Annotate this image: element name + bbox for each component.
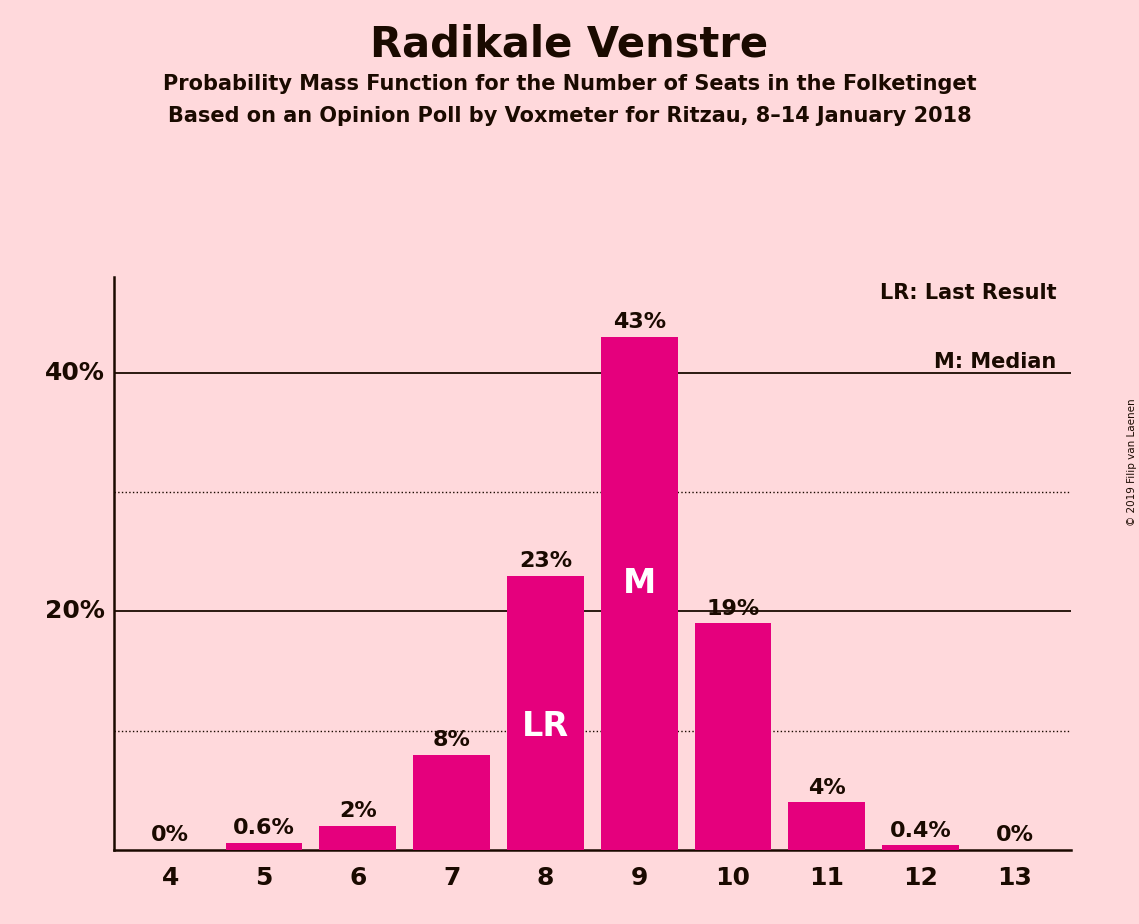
- Text: Radikale Venstre: Radikale Venstre: [370, 23, 769, 65]
- Text: 23%: 23%: [519, 551, 572, 571]
- Bar: [319, 826, 396, 850]
- Text: 43%: 43%: [613, 312, 665, 332]
- Bar: [413, 755, 490, 850]
- Text: 0.4%: 0.4%: [890, 821, 951, 841]
- Text: M: M: [623, 566, 656, 600]
- Text: LR: LR: [522, 710, 570, 743]
- Bar: [788, 802, 866, 850]
- Bar: [695, 624, 771, 850]
- Text: 0%: 0%: [151, 825, 189, 845]
- Text: 0.6%: 0.6%: [233, 818, 295, 838]
- Text: 8%: 8%: [433, 730, 470, 750]
- Text: M: Median: M: Median: [934, 352, 1056, 371]
- Bar: [882, 845, 959, 850]
- Text: © 2019 Filip van Laenen: © 2019 Filip van Laenen: [1126, 398, 1137, 526]
- Bar: [600, 337, 678, 850]
- Text: Based on an Opinion Poll by Voxmeter for Ritzau, 8–14 January 2018: Based on an Opinion Poll by Voxmeter for…: [167, 106, 972, 127]
- Text: 4%: 4%: [808, 778, 845, 797]
- Text: 19%: 19%: [706, 599, 760, 618]
- Text: 2%: 2%: [339, 801, 377, 821]
- Text: 0%: 0%: [995, 825, 1033, 845]
- Text: 20%: 20%: [44, 600, 105, 624]
- Bar: [226, 843, 303, 850]
- Text: 40%: 40%: [44, 360, 105, 384]
- Text: Probability Mass Function for the Number of Seats in the Folketinget: Probability Mass Function for the Number…: [163, 74, 976, 94]
- Bar: [507, 576, 584, 850]
- Text: LR: Last Result: LR: Last Result: [879, 283, 1056, 303]
